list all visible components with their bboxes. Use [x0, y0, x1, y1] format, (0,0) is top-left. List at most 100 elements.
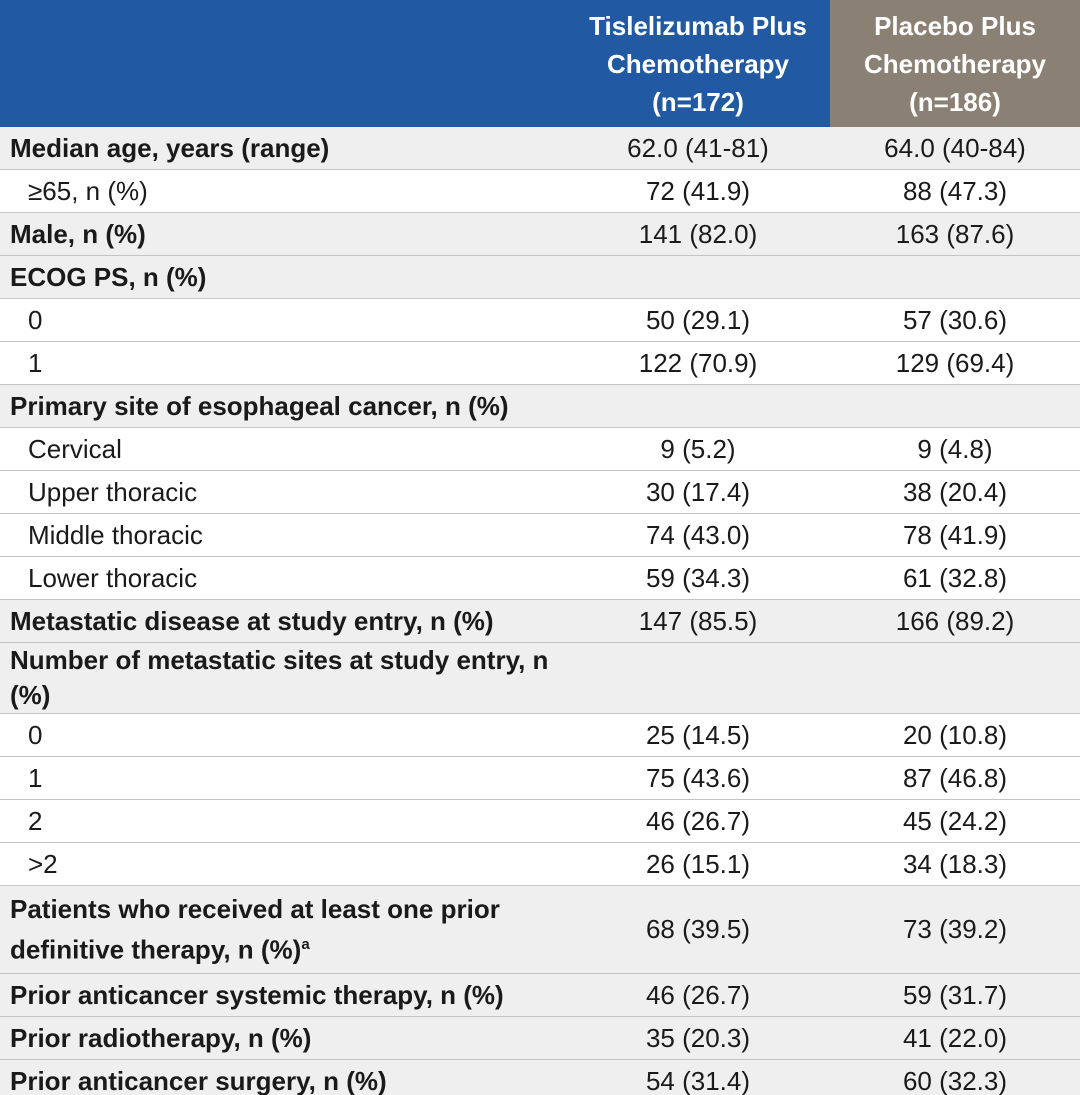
value-cell: 9 (4.8)	[917, 433, 993, 464]
label-text: Cervical	[28, 433, 122, 464]
value-cell: 54 (31.4)	[645, 1065, 751, 1095]
row-label: Prior radiotherapy, n (%)	[0, 1021, 566, 1056]
table-row: 0 25 (14.5) 20 (10.8)	[0, 714, 1080, 757]
value-cell: 59 (34.3)	[645, 562, 751, 593]
header-line: Tislelizumab Plus	[589, 10, 807, 41]
value-cell: 46 (26.7)	[645, 979, 751, 1010]
label-text: ≥65, n (%)	[28, 175, 148, 206]
table-row: Metastatic disease at study entry, n (%)…	[0, 600, 1080, 643]
label-text: Prior anticancer systemic therapy, n (%)	[10, 979, 504, 1010]
row-label: Prior anticancer surgery, n (%)	[0, 1064, 566, 1095]
value-cell: 59 (31.7)	[902, 979, 1008, 1010]
value-cell: 35 (20.3)	[645, 1022, 751, 1053]
table-row: Prior anticancer surgery, n (%) 54 (31.4)…	[0, 1060, 1080, 1095]
value-cell: 61 (32.8)	[902, 562, 1008, 593]
value-cell: 87 (46.8)	[902, 762, 1008, 793]
value-cell: 129 (69.4)	[895, 347, 1015, 378]
value-cell: 9 (5.2)	[660, 433, 736, 464]
value-cell: 57 (30.6)	[902, 304, 1008, 335]
value-cell: 88 (47.3)	[902, 175, 1008, 206]
row-label: 1	[0, 761, 566, 796]
value-cell: 166 (89.2)	[895, 605, 1015, 636]
value-cell: 72 (41.9)	[645, 175, 751, 206]
value-cell: 45 (24.2)	[902, 805, 1008, 836]
row-label: Number of metastatic sites at study entr…	[0, 643, 566, 713]
value-cell: 60 (32.3)	[902, 1065, 1008, 1095]
table-row: Upper thoracic 30 (17.4) 38 (20.4)	[0, 471, 1080, 514]
row-label: 1	[0, 346, 566, 381]
header-blank	[0, 0, 566, 127]
row-label: Median age, years (range)	[0, 131, 566, 166]
value-cell: 141 (82.0)	[638, 218, 758, 249]
table-row: ≥65, n (%) 72 (41.9) 88 (47.3)	[0, 170, 1080, 213]
header-cell: Tislelizumab Plus Chemotherapy (n=172)	[566, 0, 830, 127]
table-row: Median age, years (range) 62.0 (41-81) 64.…	[0, 127, 1080, 170]
label-text: Median age, years (range)	[10, 132, 330, 163]
label-text: Primary site of esophageal cancer, n (%)	[10, 390, 509, 421]
label-text: Patients who received at least one prior…	[10, 893, 500, 965]
value-cell: 20 (10.8)	[902, 719, 1008, 750]
value-cell: 41 (22.0)	[902, 1022, 1008, 1053]
row-label: >2	[0, 847, 566, 882]
table-row: ECOG PS, n (%)	[0, 256, 1080, 299]
table-row: >2 26 (15.1) 34 (18.3)	[0, 843, 1080, 886]
label-text: Male, n (%)	[10, 218, 146, 249]
label-text: Middle thoracic	[28, 519, 203, 550]
table-row: Primary site of esophageal cancer, n (%)	[0, 385, 1080, 428]
label-text: Prior radiotherapy, n (%)	[10, 1022, 312, 1053]
value-cell: 68 (39.5)	[645, 914, 751, 944]
row-label: Male, n (%)	[0, 217, 566, 252]
value-cell: 26 (15.1)	[645, 848, 751, 879]
label-text: 0	[28, 719, 43, 750]
table-row: Prior anticancer systemic therapy, n (%)…	[0, 974, 1080, 1017]
label-text: Lower thoracic	[28, 562, 198, 593]
row-label: Middle thoracic	[0, 518, 566, 553]
row-label: Upper thoracic	[0, 475, 566, 510]
value-cell: 50 (29.1)	[645, 304, 751, 335]
table-row: 2 46 (26.7) 45 (24.2)	[0, 800, 1080, 843]
row-label: ≥65, n (%)	[0, 174, 566, 209]
table-row: 0 50 (29.1) 57 (30.6)	[0, 299, 1080, 342]
label-text: 1	[28, 347, 43, 378]
table-row: Middle thoracic 74 (43.0) 78 (41.9)	[0, 514, 1080, 557]
label-text: ECOG PS, n (%)	[10, 261, 207, 292]
label-text: Upper thoracic	[28, 476, 198, 507]
row-label: Cervical	[0, 432, 566, 467]
header-line: (n=172)	[652, 86, 744, 117]
value-cell: 75 (43.6)	[645, 762, 751, 793]
row-label: Primary site of esophageal cancer, n (%)	[0, 389, 566, 424]
row-label: Metastatic disease at study entry, n (%)	[0, 604, 566, 639]
label-text: Metastatic disease at study entry, n (%)	[10, 605, 494, 636]
value-cell: 64.0 (40-84)	[884, 132, 1026, 163]
table-row: Patients who received at least one prior…	[0, 886, 1080, 974]
value-cell: 147 (85.5)	[638, 605, 758, 636]
header-line: (n=186)	[909, 86, 1001, 117]
label-text: Prior anticancer surgery, n (%)	[10, 1065, 387, 1095]
table-row: Number of metastatic sites at study entr…	[0, 643, 1080, 714]
label-text: >2	[28, 848, 58, 879]
row-label: 0	[0, 303, 566, 338]
value-cell: 62.0 (41-81)	[627, 132, 769, 163]
row-label: ECOG PS, n (%)	[0, 260, 566, 295]
value-cell: 46 (26.7)	[645, 805, 751, 836]
header-line: Chemotherapy	[863, 48, 1047, 79]
row-label: Lower thoracic	[0, 561, 566, 596]
table-row: 1 75 (43.6) 87 (46.8)	[0, 757, 1080, 800]
header-line: Chemotherapy	[606, 48, 790, 79]
value-cell: 34 (18.3)	[902, 848, 1008, 879]
value-cell: 38 (20.4)	[902, 476, 1008, 507]
table-row: Male, n (%) 141 (82.0) 163 (87.6)	[0, 213, 1080, 256]
value-cell: 74 (43.0)	[645, 519, 751, 550]
footnote-mark: a	[301, 935, 310, 953]
table-row: Prior radiotherapy, n (%) 35 (20.3) 41 (22…	[0, 1017, 1080, 1060]
label-text: 0	[28, 304, 43, 335]
label-text: Number of metastatic sites at study entr…	[10, 645, 549, 710]
row-label: 0	[0, 718, 566, 753]
value-cell: 122 (70.9)	[638, 347, 758, 378]
table-row: 1 122 (70.9) 129 (69.4)	[0, 342, 1080, 385]
label-text: 1	[28, 762, 43, 793]
value-cell: 163 (87.6)	[895, 218, 1015, 249]
table-header: Tislelizumab Plus Chemotherapy (n=172) Pla…	[0, 0, 1080, 127]
header-cell: Placebo Plus Chemotherapy (n=186)	[830, 0, 1080, 127]
